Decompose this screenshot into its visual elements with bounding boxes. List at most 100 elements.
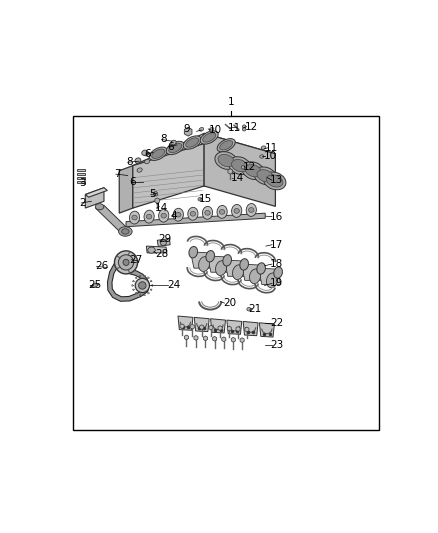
Ellipse shape [241, 166, 245, 169]
Ellipse shape [198, 198, 202, 201]
Polygon shape [77, 168, 85, 171]
Polygon shape [194, 317, 209, 332]
Text: 8: 8 [126, 157, 133, 167]
Wedge shape [150, 280, 152, 282]
Text: 12: 12 [243, 163, 256, 172]
Ellipse shape [218, 155, 234, 167]
Ellipse shape [119, 227, 132, 236]
Text: 20: 20 [223, 298, 236, 308]
Ellipse shape [183, 136, 201, 149]
Ellipse shape [254, 167, 276, 185]
Text: 6: 6 [167, 142, 173, 152]
Polygon shape [211, 319, 226, 333]
Wedge shape [151, 285, 153, 286]
Ellipse shape [266, 175, 283, 187]
Ellipse shape [240, 259, 248, 270]
Ellipse shape [198, 257, 210, 271]
Wedge shape [150, 289, 152, 291]
Text: 10: 10 [264, 151, 277, 161]
Wedge shape [139, 294, 141, 296]
Ellipse shape [232, 205, 242, 217]
Wedge shape [144, 294, 145, 296]
Ellipse shape [92, 284, 98, 287]
Text: 6: 6 [145, 149, 152, 159]
Text: 9: 9 [184, 124, 191, 134]
Wedge shape [148, 292, 149, 294]
Ellipse shape [243, 125, 246, 128]
Wedge shape [133, 289, 134, 291]
Text: 14: 14 [155, 203, 168, 213]
Ellipse shape [173, 208, 184, 221]
Text: 10: 10 [209, 125, 223, 135]
Ellipse shape [159, 209, 169, 222]
Text: 22: 22 [270, 319, 283, 328]
Text: 7: 7 [114, 169, 121, 179]
Text: 21: 21 [248, 304, 261, 314]
Ellipse shape [223, 255, 232, 266]
Text: 19: 19 [270, 278, 283, 288]
Polygon shape [126, 213, 265, 227]
Ellipse shape [122, 229, 129, 234]
Text: 27: 27 [130, 255, 143, 265]
Ellipse shape [234, 208, 240, 213]
Wedge shape [139, 275, 141, 277]
Text: 23: 23 [270, 340, 283, 350]
Text: 2: 2 [80, 198, 86, 208]
Ellipse shape [217, 205, 227, 219]
Text: 1: 1 [228, 97, 235, 107]
Polygon shape [77, 173, 85, 175]
Polygon shape [178, 316, 193, 330]
Text: 6: 6 [130, 177, 136, 187]
Ellipse shape [186, 138, 199, 147]
Ellipse shape [232, 159, 248, 172]
Text: 13: 13 [270, 175, 283, 185]
Polygon shape [85, 188, 107, 197]
Ellipse shape [144, 151, 149, 156]
Ellipse shape [123, 260, 129, 265]
Ellipse shape [190, 212, 196, 216]
Ellipse shape [146, 214, 152, 219]
Wedge shape [135, 277, 137, 279]
Ellipse shape [266, 273, 278, 288]
Text: 14: 14 [231, 173, 244, 182]
Text: 18: 18 [270, 259, 283, 269]
Polygon shape [241, 264, 264, 280]
Polygon shape [85, 188, 104, 208]
Polygon shape [95, 205, 130, 233]
Ellipse shape [161, 213, 166, 218]
Text: 28: 28 [155, 248, 168, 259]
Wedge shape [132, 285, 134, 286]
Text: 3: 3 [80, 177, 86, 188]
Ellipse shape [200, 131, 218, 144]
Ellipse shape [160, 240, 166, 245]
Text: 17: 17 [270, 240, 283, 250]
Text: 8: 8 [160, 134, 166, 144]
Ellipse shape [209, 127, 214, 131]
Text: 12: 12 [245, 122, 258, 132]
Polygon shape [77, 177, 85, 179]
Ellipse shape [261, 146, 266, 149]
Ellipse shape [152, 149, 165, 158]
Ellipse shape [245, 165, 261, 177]
Ellipse shape [257, 263, 265, 274]
Text: 25: 25 [88, 280, 101, 290]
Ellipse shape [205, 211, 210, 215]
Polygon shape [119, 166, 133, 213]
Text: 29: 29 [158, 233, 172, 244]
Ellipse shape [242, 162, 265, 180]
Ellipse shape [129, 211, 140, 224]
Ellipse shape [137, 168, 142, 172]
Text: 5: 5 [149, 190, 156, 199]
Ellipse shape [135, 158, 141, 163]
Ellipse shape [229, 157, 251, 174]
Ellipse shape [95, 204, 104, 210]
Ellipse shape [166, 141, 184, 155]
Polygon shape [191, 252, 213, 268]
Text: 16: 16 [270, 212, 283, 222]
Polygon shape [227, 320, 242, 334]
Polygon shape [208, 256, 230, 272]
Ellipse shape [149, 147, 167, 160]
Ellipse shape [219, 209, 225, 214]
Ellipse shape [249, 207, 254, 212]
Ellipse shape [215, 261, 226, 276]
